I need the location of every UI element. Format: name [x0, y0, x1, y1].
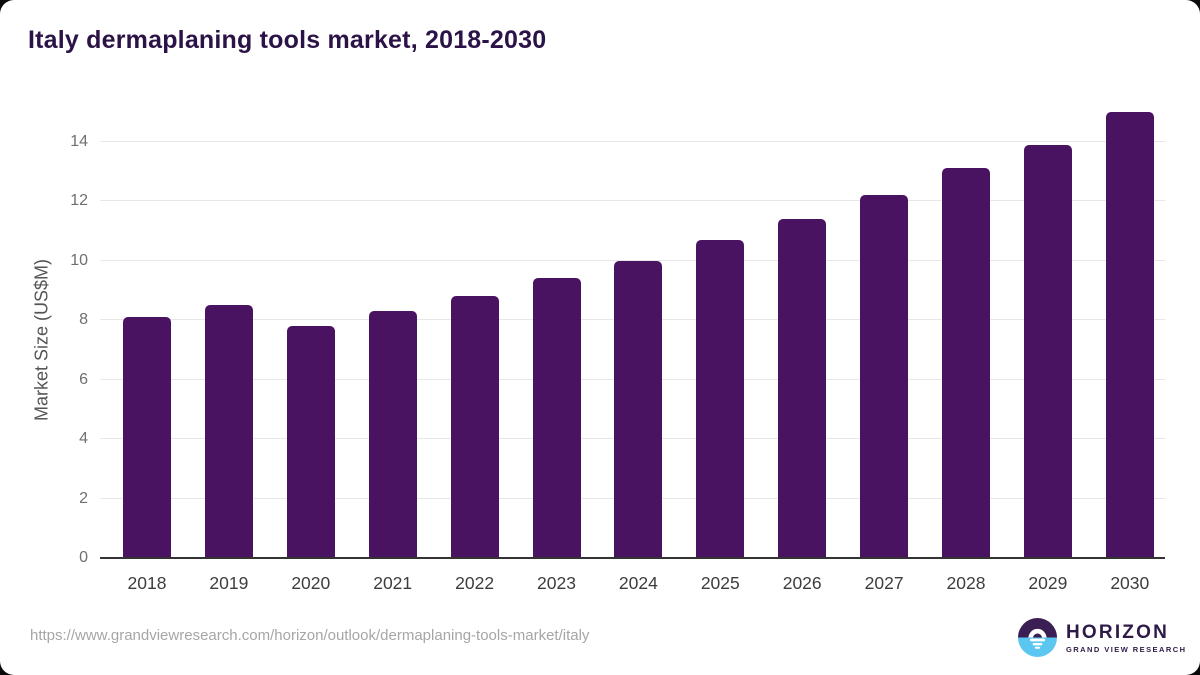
x-tick-label: 2029	[1028, 573, 1068, 593]
y-tick-label: 2	[79, 489, 88, 507]
horizon-logo: HORIZON GRAND VIEW RESEARCH	[1018, 618, 1186, 657]
bar-2028	[942, 168, 990, 558]
horizon-sun-icon	[1018, 618, 1057, 657]
y-tick-label: 0	[79, 549, 88, 566]
gridline	[100, 259, 1165, 261]
gridline	[100, 140, 1165, 142]
source-url: https://www.grandviewresearch.com/horizo…	[30, 627, 590, 644]
x-tick-label: 2030	[1110, 573, 1150, 593]
y-tick-label: 10	[70, 251, 88, 269]
y-tick-label: 12	[70, 192, 88, 210]
bar-2025	[696, 239, 745, 558]
plot-area: 0 2 4 6 8 10 12 14 2018 2019 2020 2021 2022 2023 2024 2…	[70, 100, 1165, 593]
bar-2018	[123, 317, 171, 558]
x-tick-label: 2022	[455, 573, 495, 593]
horizon-logo-text-block: HORIZON GRAND VIEW RESEARCH	[1066, 621, 1186, 654]
bar-2026	[778, 218, 827, 558]
bar-2024	[614, 260, 663, 558]
x-tick-label: 2027	[864, 573, 904, 593]
y-tick-label: 6	[79, 370, 88, 388]
bar-2022	[450, 296, 499, 558]
bar-2020	[286, 326, 335, 558]
y-axis-label: Market Size (US$M)	[31, 258, 52, 422]
x-tick-label: 2020	[291, 573, 331, 593]
x-tick-label: 2024	[618, 573, 658, 593]
x-tick-label: 2018	[127, 573, 167, 593]
x-tick-label: 2021	[373, 573, 413, 593]
x-tick-label: 2026	[782, 573, 822, 593]
y-tick-label: 8	[79, 311, 88, 329]
x-tick-label: 2023	[537, 573, 576, 593]
bar-2029	[1023, 144, 1072, 558]
bar-2030	[1105, 111, 1154, 558]
x-tick-label: 2025	[700, 573, 740, 593]
bar-2021	[368, 311, 417, 558]
y-tick-label: 14	[70, 132, 88, 150]
bar-2019	[204, 305, 253, 558]
y-tick-label: 4	[79, 430, 88, 448]
page-title: Italy dermaplaning tools market, 2018-20…	[28, 26, 547, 54]
gridline	[100, 200, 1165, 202]
x-axis-line	[100, 557, 1165, 559]
bar-2027	[860, 195, 909, 558]
x-tick-label: 2019	[209, 573, 249, 593]
bar-2023	[532, 278, 581, 558]
horizon-logo-title: HORIZON	[1066, 622, 1170, 643]
x-tick-label: 2028	[946, 573, 986, 593]
horizon-logo-subtitle: GRAND VIEW RESEARCH	[1066, 645, 1187, 654]
